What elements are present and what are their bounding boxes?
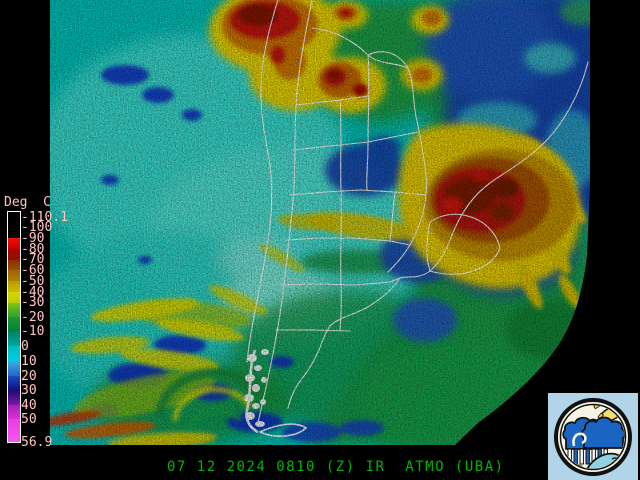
legend-segment — [8, 303, 20, 317]
legend-tick: -110.1 — [21, 210, 68, 225]
legend-segment — [8, 361, 20, 376]
legend-bar — [7, 211, 21, 443]
satellite-ir-image — [50, 0, 590, 445]
legend-segment — [8, 212, 20, 238]
legend-tick: -100 — [21, 220, 53, 235]
legend-tick: -10 — [21, 324, 45, 339]
legend-tick: -80 — [21, 242, 45, 257]
legend-tick: -30 — [21, 295, 45, 310]
legend-tick: -20 — [21, 310, 45, 325]
legend-segment — [8, 270, 20, 281]
atmo-logo-image — [548, 393, 638, 480]
legend-tick: 10 — [21, 354, 37, 369]
legend-segment — [8, 376, 20, 390]
map-layers — [50, 0, 590, 445]
legend-segment — [8, 260, 20, 270]
legend-tick: -60 — [21, 263, 45, 278]
legend-segment — [8, 405, 20, 419]
legend-segment — [8, 390, 20, 405]
legend-tick: -90 — [21, 231, 45, 246]
legend-tick: 50 — [21, 412, 37, 427]
grain-overlay — [50, 0, 590, 445]
legend-tick: -50 — [21, 274, 45, 289]
timestamp-label: 07 12 2024 0810 (Z) IR ATMO (UBA) — [167, 459, 505, 475]
atmo-logo — [548, 393, 638, 480]
legend-tick: -70 — [21, 252, 45, 267]
rain-cloud-icon — [562, 416, 625, 450]
legend-tick: -40 — [21, 285, 45, 300]
legend-segment — [8, 317, 20, 332]
legend-segment — [8, 238, 20, 249]
legend-segment — [8, 332, 20, 346]
legend-segment — [8, 419, 20, 442]
legend-segment — [8, 249, 20, 260]
legend-segment — [8, 281, 20, 292]
legend-tick: 20 — [21, 369, 37, 384]
legend-tick: 40 — [21, 398, 37, 413]
legend-segment — [8, 346, 20, 361]
legend-title: Deg C — [4, 195, 51, 210]
legend-tick: 56.9 — [21, 435, 53, 450]
legend-segment — [8, 292, 20, 303]
legend-tick: 30 — [21, 383, 37, 398]
legend-tick: 0 — [21, 339, 29, 354]
satellite-map-area — [50, 0, 590, 445]
